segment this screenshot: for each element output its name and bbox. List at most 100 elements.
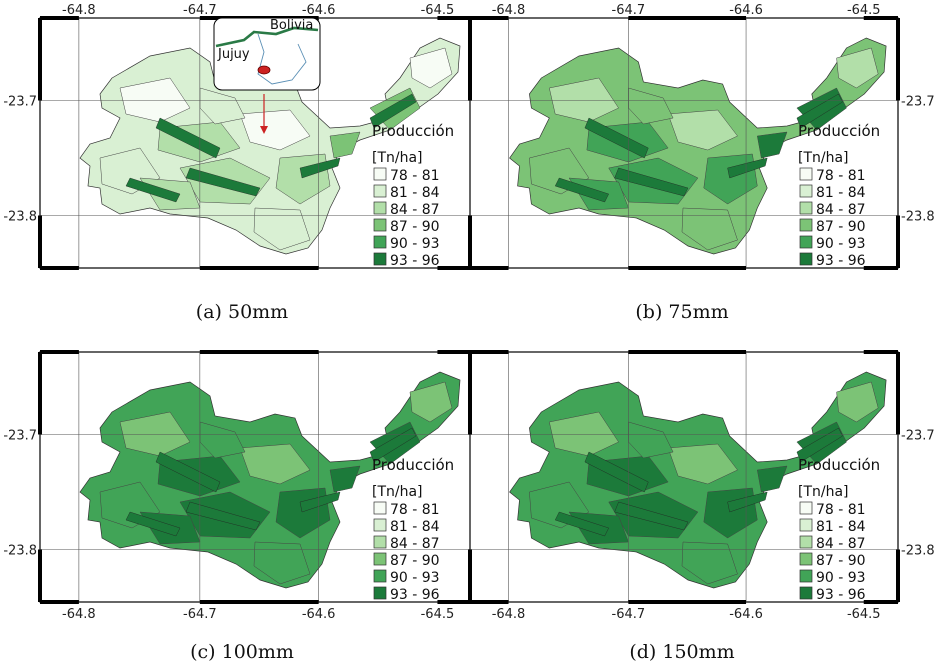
legend-class-label: 78 - 81	[390, 168, 440, 184]
legend-class-label: 84 - 87	[390, 202, 440, 218]
legend-class-label: 81 - 84	[390, 185, 440, 201]
parcel-streak	[185, 501, 261, 531]
frame-bar	[470, 16, 509, 20]
legend-swatch	[799, 586, 813, 600]
legend-swatch	[799, 552, 813, 566]
frame-bar	[38, 352, 42, 435]
frame-bar	[199, 266, 319, 270]
frame-bar	[437, 16, 472, 20]
legend-title: Producción	[798, 122, 880, 140]
parcel-streak	[369, 427, 417, 463]
legend-class-label: 84 - 87	[390, 536, 440, 552]
frame-bar	[896, 18, 900, 101]
inset-country-label: Bolivia	[270, 18, 313, 33]
lon-tick-label: -64.8	[492, 607, 526, 622]
lat-tick-label: -23.7	[901, 95, 935, 110]
parcel-polygon	[757, 131, 788, 159]
frame-bar	[437, 266, 472, 270]
lon-tick-label: -64.8	[62, 3, 96, 18]
parcel-streak	[299, 157, 341, 179]
legend-class-label: 81 - 84	[816, 519, 866, 535]
lat-tick-label: -23.7	[901, 429, 935, 444]
parcel-streak	[614, 167, 689, 197]
parcel-streak	[125, 511, 181, 537]
parcel-polygon	[119, 77, 191, 123]
panel-caption: (a) 50mm	[196, 301, 288, 323]
legend-class-label: 93 - 96	[390, 587, 440, 603]
parcel-streak	[796, 93, 843, 129]
lon-tick-label: -64.5	[847, 607, 881, 622]
frame-bar	[468, 549, 472, 602]
map-panel-a: -64.8 -64.7 -64.6 -64.5 -23.7 -23.8 Producción…	[3, 3, 474, 323]
frame-bar	[468, 18, 472, 101]
lat-tick-label: -23.7	[3, 429, 37, 444]
parcel-polygon	[329, 465, 361, 493]
parcel-polygon	[836, 47, 879, 89]
legend-class-label: 87 - 90	[816, 553, 866, 569]
legend-class-label: 90 - 93	[390, 236, 440, 252]
frame-bar	[896, 215, 900, 268]
legend-class-label: 84 - 87	[816, 536, 866, 552]
parcel-polygon	[681, 541, 738, 585]
legend-class-label: 87 - 90	[816, 219, 866, 235]
legend-class-label: 90 - 93	[816, 236, 866, 252]
frame-bar	[470, 350, 509, 354]
legend-swatch	[373, 535, 387, 549]
panel-caption: (c) 100mm	[190, 641, 294, 663]
lon-tick-label: -64.8	[492, 3, 526, 18]
legend-swatch	[373, 552, 387, 566]
frame-bar	[470, 266, 509, 270]
parcel-streak	[614, 501, 689, 531]
frame-bar	[863, 600, 898, 604]
pointer-arrow-head	[260, 126, 268, 134]
legend-swatch	[799, 252, 813, 266]
frame-bar	[863, 266, 898, 270]
legend-class-label: 93 - 96	[390, 253, 440, 269]
legend-title: Producción	[372, 122, 454, 140]
parcel-streak	[554, 177, 609, 203]
map-panel-d: -64.8 -64.7 -64.6 -64.5 -23.7 -23.8 Producción…	[468, 350, 935, 663]
parcel-streak	[185, 167, 261, 197]
legend-swatch	[373, 569, 387, 583]
parcel-streak	[554, 511, 609, 537]
parcel-streak	[727, 491, 768, 513]
legend-class-label: 78 - 81	[816, 502, 866, 518]
panel-caption: (b) 75mm	[635, 301, 728, 323]
legend-swatch	[799, 167, 813, 181]
parcel-polygon	[757, 465, 788, 493]
lon-tick-label: -64.6	[729, 3, 763, 18]
legend-class-label: 90 - 93	[816, 570, 866, 586]
legend-class-label: 78 - 81	[390, 502, 440, 518]
parcel-polygon	[836, 381, 879, 423]
frame-bar	[38, 215, 42, 268]
legend-swatch	[373, 235, 387, 249]
lon-tick-label: -64.7	[183, 607, 217, 622]
frame-bar	[40, 16, 79, 20]
lon-tick-label: -64.7	[612, 3, 646, 18]
lon-tick-label: -64.5	[421, 3, 455, 18]
legend-title: Producción	[372, 456, 454, 474]
legend-unit: [Tn/ha]	[372, 150, 423, 166]
legend-swatch	[799, 518, 813, 532]
frame-bar	[628, 266, 747, 270]
legend-unit: [Tn/ha]	[798, 484, 849, 500]
legend-class-label: 81 - 84	[816, 185, 866, 201]
country-border	[215, 26, 319, 48]
parcel-polygon	[253, 207, 311, 251]
parcel-polygon	[409, 381, 453, 423]
legend-swatch	[799, 569, 813, 583]
parcel-streak	[299, 491, 341, 513]
inset-frame	[213, 17, 321, 91]
lat-tick-label: -23.8	[901, 210, 935, 225]
legend-swatch	[799, 218, 813, 232]
legend-swatch	[373, 586, 387, 600]
frame-bar	[628, 350, 747, 354]
parcel-polygon	[329, 131, 361, 159]
frame-bar	[40, 266, 79, 270]
lat-tick-label: -23.8	[3, 210, 37, 225]
legend-unit: [Tn/ha]	[372, 484, 423, 500]
